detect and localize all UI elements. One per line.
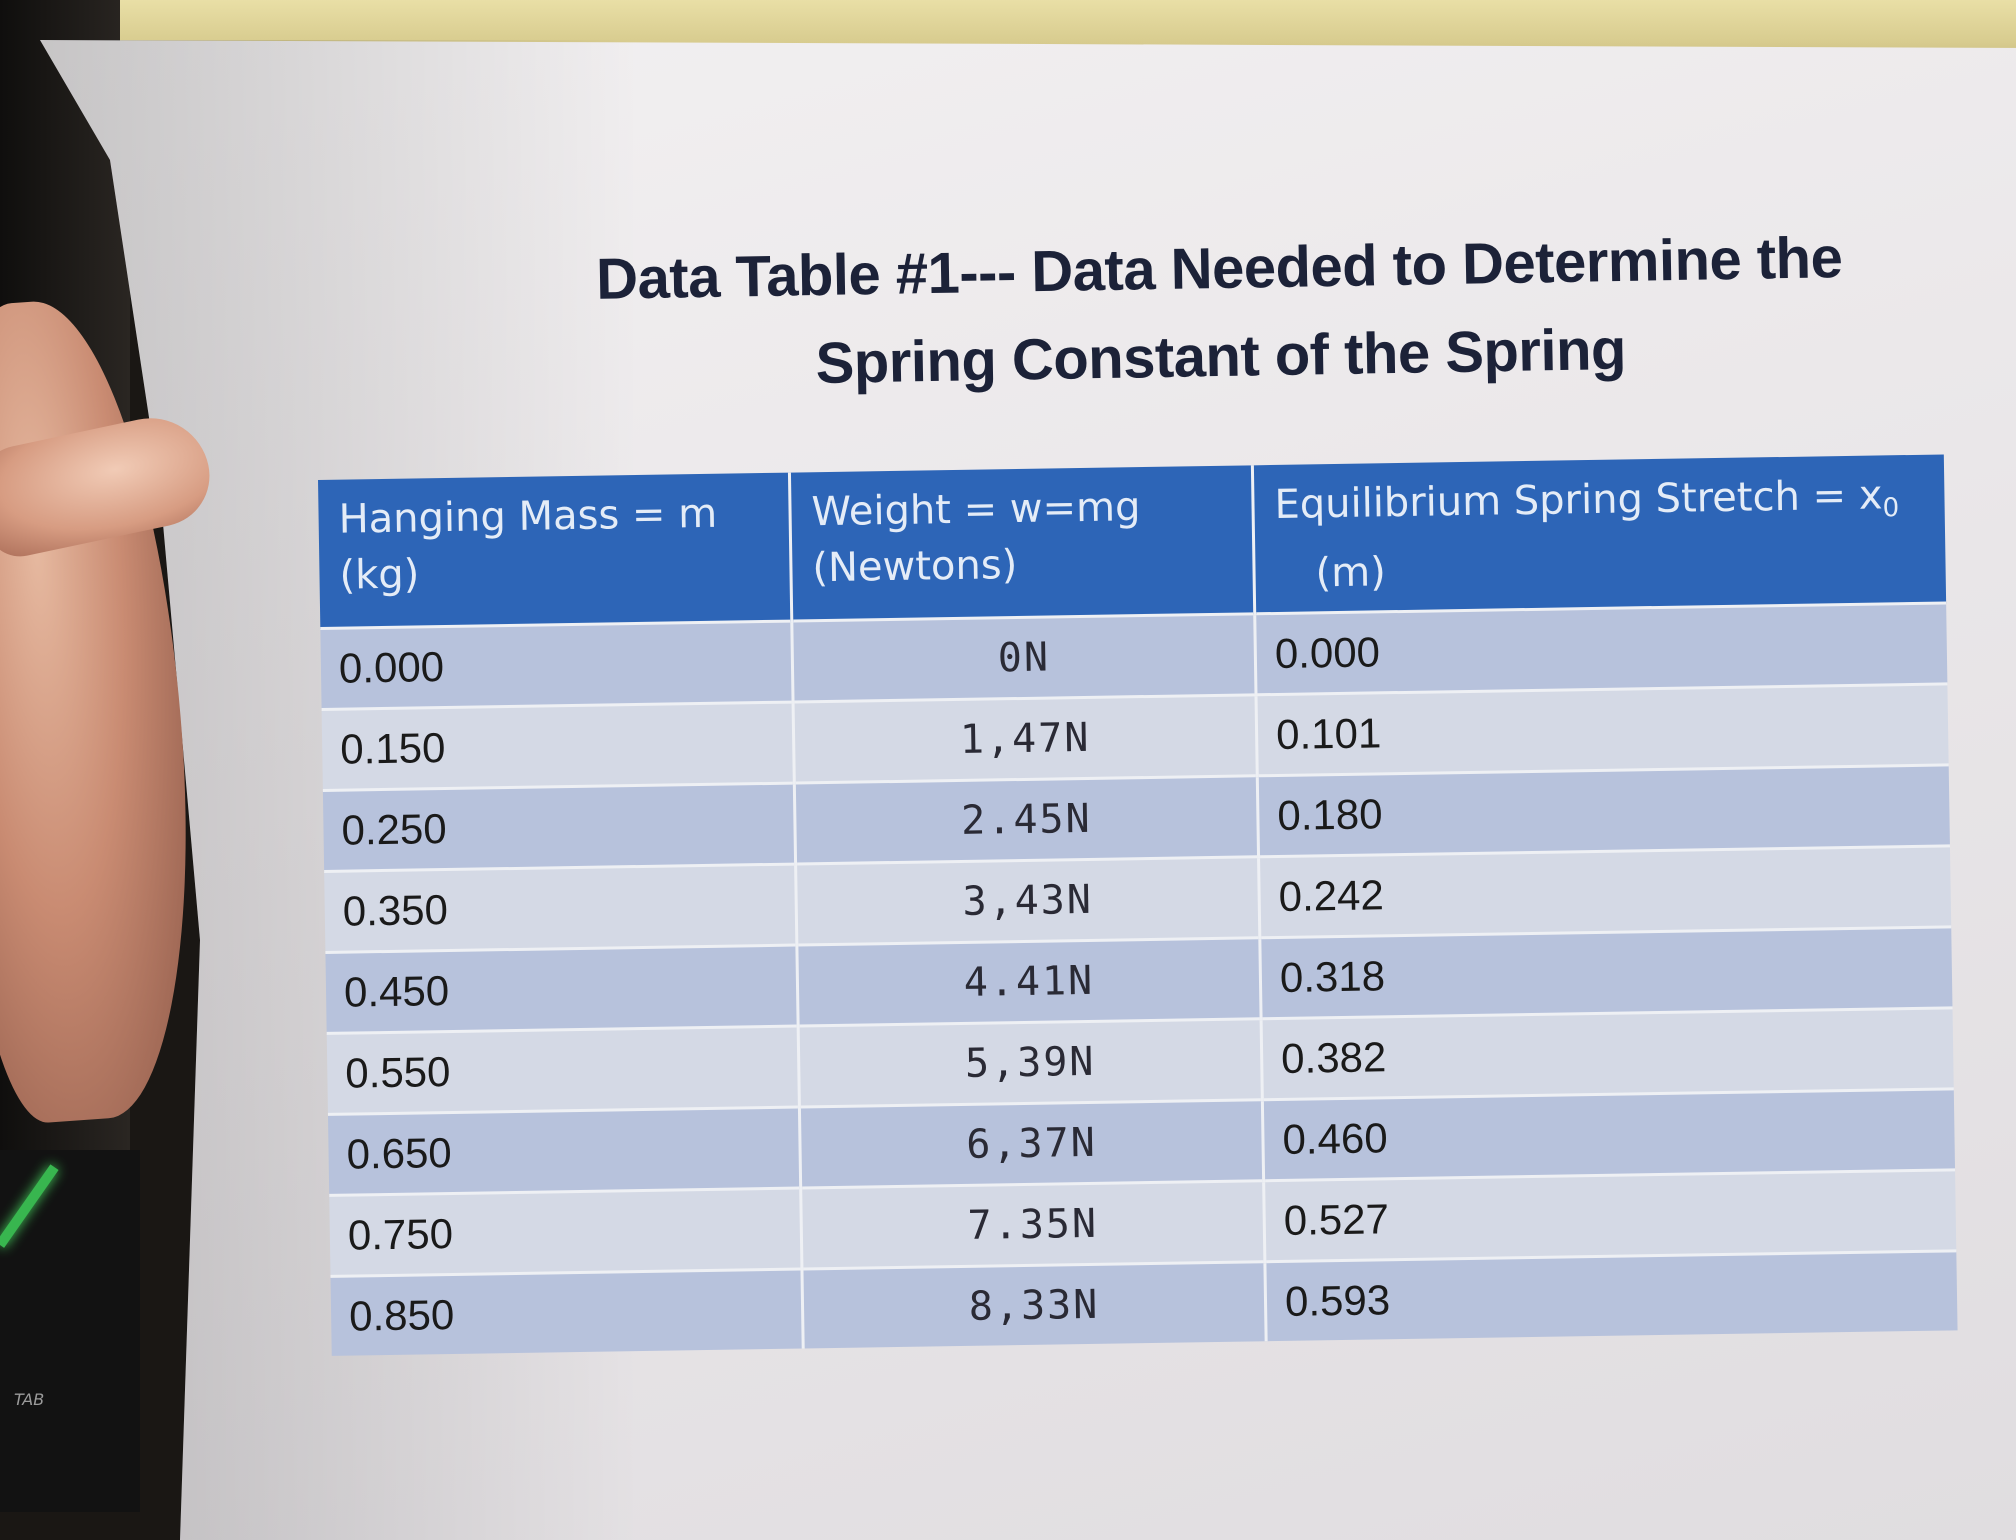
header-weight: Weight = w=mg (Newtons) [789,465,1255,622]
cell-weight-handwritten: 8,33N [801,1261,1267,1349]
cell-weight-handwritten: 5,39N [798,1018,1263,1108]
cell-mass: 0.350 [324,864,797,953]
header-spring-stretch: Equilibrium Spring Stretch = x0 (m) [1252,454,1947,614]
data-table: Hanging Mass = m (kg) Weight = w=mg (New… [318,454,1958,1356]
cell-stretch: 0.101 [1255,683,1949,776]
tab-key-label: TAB [14,1390,45,1409]
cell-stretch: 0.242 [1258,845,1952,938]
table-title: Data Table #1--- Data Needed to Determin… [469,212,1972,414]
cell-weight-handwritten: 2.45N [794,775,1259,865]
header-hanging-mass: Hanging Mass = m (kg) [318,472,792,629]
cell-weight-handwritten: 1,47N [793,694,1258,784]
cell-stretch: 0.318 [1259,926,1953,1019]
header-unit: (Newtons) [812,542,1018,592]
cell-mass: 0.150 [321,702,795,791]
cell-weight-handwritten: 3,43N [795,856,1260,946]
cell-mass: 0.750 [329,1188,802,1277]
cell-weight-handwritten: 7.35N [800,1180,1265,1269]
header-line: Hanging Mass = m [338,490,718,543]
cell-stretch: 0.000 [1254,602,1948,695]
cell-weight-handwritten: 4.41N [796,937,1262,1027]
cell-stretch: 0.180 [1257,764,1950,857]
cell-mass: 0.000 [320,621,794,710]
cell-mass: 0.550 [326,1026,800,1115]
table-header-row: Hanging Mass = m (kg) Weight = w=mg (New… [318,454,1947,629]
cell-mass: 0.650 [327,1107,801,1196]
header-text: Equilibrium Spring Stretch = x [1274,472,1883,528]
cell-stretch: 0.460 [1262,1088,1956,1181]
cell-stretch: 0.382 [1261,1007,1954,1100]
data-table-wrapper: Hanging Mass = m (kg) Weight = w=mg (New… [318,454,1958,1356]
header-line: Equilibrium Spring Stretch = x0 [1274,467,1925,546]
header-subscript: 0 [1882,493,1900,524]
cell-weight-handwritten: 0N [791,613,1256,703]
cell-mass: 0.850 [330,1268,804,1356]
cell-mass: 0.250 [322,783,796,872]
cell-weight-handwritten: 6,37N [799,1099,1264,1189]
cell-stretch: 0.527 [1263,1169,1957,1262]
cell-mass: 0.450 [325,945,799,1034]
cell-stretch: 0.593 [1264,1250,1958,1342]
header-unit: (m) [1315,549,1387,597]
header-unit: (kg) [339,551,420,599]
header-line: Weight = w=mg [811,484,1141,536]
